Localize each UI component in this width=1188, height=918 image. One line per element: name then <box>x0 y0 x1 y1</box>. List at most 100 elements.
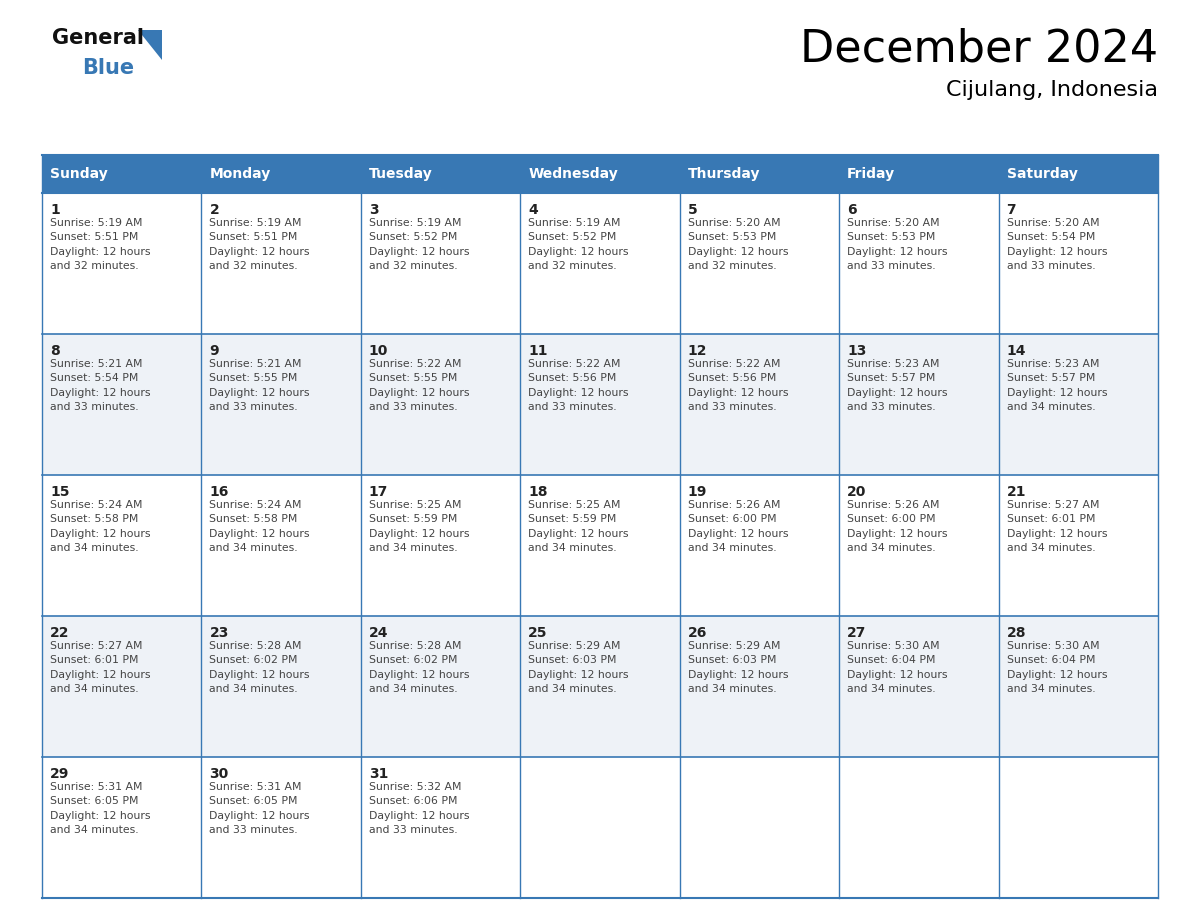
Text: Sunset: 6:04 PM: Sunset: 6:04 PM <box>847 655 936 666</box>
Text: Sunrise: 5:19 AM: Sunrise: 5:19 AM <box>209 218 302 228</box>
Text: 6: 6 <box>847 203 857 217</box>
Text: Daylight: 12 hours: Daylight: 12 hours <box>50 669 151 679</box>
Text: Daylight: 12 hours: Daylight: 12 hours <box>847 387 948 397</box>
Text: and 34 minutes.: and 34 minutes. <box>209 684 298 694</box>
Bar <box>42 193 202 334</box>
Text: and 34 minutes.: and 34 minutes. <box>688 684 776 694</box>
Text: Sunrise: 5:25 AM: Sunrise: 5:25 AM <box>368 499 461 509</box>
Text: 28: 28 <box>1006 626 1026 640</box>
Text: 29: 29 <box>50 767 69 781</box>
Bar <box>680 155 839 193</box>
Text: 17: 17 <box>368 485 388 499</box>
Text: Sunrise: 5:23 AM: Sunrise: 5:23 AM <box>847 359 940 369</box>
Bar <box>520 334 680 475</box>
Text: Daylight: 12 hours: Daylight: 12 hours <box>529 529 628 539</box>
Bar <box>202 616 361 757</box>
Text: Sunrise: 5:24 AM: Sunrise: 5:24 AM <box>50 499 143 509</box>
Bar <box>520 155 680 193</box>
Text: Sunrise: 5:22 AM: Sunrise: 5:22 AM <box>368 359 461 369</box>
Text: Sunset: 5:56 PM: Sunset: 5:56 PM <box>529 374 617 383</box>
Text: Sunrise: 5:28 AM: Sunrise: 5:28 AM <box>368 641 461 651</box>
Text: Daylight: 12 hours: Daylight: 12 hours <box>529 669 628 679</box>
Text: 16: 16 <box>209 485 229 499</box>
Text: Daylight: 12 hours: Daylight: 12 hours <box>847 247 948 257</box>
Text: Sunset: 6:04 PM: Sunset: 6:04 PM <box>1006 655 1095 666</box>
Text: Daylight: 12 hours: Daylight: 12 hours <box>368 811 469 821</box>
Text: and 32 minutes.: and 32 minutes. <box>688 261 776 271</box>
Text: Sunset: 6:03 PM: Sunset: 6:03 PM <box>529 655 617 666</box>
Text: and 34 minutes.: and 34 minutes. <box>688 543 776 554</box>
Text: General: General <box>52 28 144 48</box>
Text: Sunset: 6:00 PM: Sunset: 6:00 PM <box>847 514 936 524</box>
Text: Sunrise: 5:20 AM: Sunrise: 5:20 AM <box>847 218 940 228</box>
Text: Sunset: 5:51 PM: Sunset: 5:51 PM <box>209 232 298 242</box>
Text: Sunrise: 5:26 AM: Sunrise: 5:26 AM <box>847 499 940 509</box>
Text: December 2024: December 2024 <box>800 28 1158 71</box>
Bar <box>361 334 520 475</box>
Bar <box>839 193 999 334</box>
Text: Daylight: 12 hours: Daylight: 12 hours <box>209 529 310 539</box>
Text: Sunrise: 5:20 AM: Sunrise: 5:20 AM <box>1006 218 1099 228</box>
Text: Sunrise: 5:23 AM: Sunrise: 5:23 AM <box>1006 359 1099 369</box>
Text: 14: 14 <box>1006 344 1026 358</box>
Text: 24: 24 <box>368 626 388 640</box>
Bar <box>361 616 520 757</box>
Bar <box>999 193 1158 334</box>
Text: Sunrise: 5:26 AM: Sunrise: 5:26 AM <box>688 499 781 509</box>
Text: Daylight: 12 hours: Daylight: 12 hours <box>50 247 151 257</box>
Text: 10: 10 <box>368 344 388 358</box>
Text: and 34 minutes.: and 34 minutes. <box>50 825 139 835</box>
Bar <box>42 757 202 898</box>
Bar <box>520 193 680 334</box>
Text: Daylight: 12 hours: Daylight: 12 hours <box>368 529 469 539</box>
Text: 25: 25 <box>529 626 548 640</box>
Text: Saturday: Saturday <box>1006 167 1078 181</box>
Text: and 34 minutes.: and 34 minutes. <box>50 543 139 554</box>
Text: 20: 20 <box>847 485 866 499</box>
Text: and 34 minutes.: and 34 minutes. <box>847 684 936 694</box>
Text: and 34 minutes.: and 34 minutes. <box>1006 543 1095 554</box>
Text: 31: 31 <box>368 767 388 781</box>
Text: Daylight: 12 hours: Daylight: 12 hours <box>368 387 469 397</box>
Bar <box>839 616 999 757</box>
Text: Daylight: 12 hours: Daylight: 12 hours <box>1006 669 1107 679</box>
Text: Daylight: 12 hours: Daylight: 12 hours <box>529 387 628 397</box>
Text: and 33 minutes.: and 33 minutes. <box>209 402 298 412</box>
Text: Sunrise: 5:27 AM: Sunrise: 5:27 AM <box>50 641 143 651</box>
Text: and 34 minutes.: and 34 minutes. <box>1006 684 1095 694</box>
Text: Wednesday: Wednesday <box>529 167 618 181</box>
Text: Sunset: 6:00 PM: Sunset: 6:00 PM <box>688 514 776 524</box>
Bar <box>42 616 202 757</box>
Text: Sunrise: 5:32 AM: Sunrise: 5:32 AM <box>368 782 461 792</box>
Text: and 32 minutes.: and 32 minutes. <box>368 261 457 271</box>
Text: Sunset: 5:51 PM: Sunset: 5:51 PM <box>50 232 138 242</box>
Text: Sunrise: 5:31 AM: Sunrise: 5:31 AM <box>209 782 302 792</box>
Text: and 33 minutes.: and 33 minutes. <box>50 402 139 412</box>
Text: Sunset: 5:55 PM: Sunset: 5:55 PM <box>368 374 457 383</box>
Text: Daylight: 12 hours: Daylight: 12 hours <box>688 247 788 257</box>
Text: Sunset: 5:54 PM: Sunset: 5:54 PM <box>1006 232 1095 242</box>
Text: Sunrise: 5:30 AM: Sunrise: 5:30 AM <box>847 641 940 651</box>
Bar <box>42 475 202 616</box>
Text: Cijulang, Indonesia: Cijulang, Indonesia <box>946 80 1158 100</box>
Text: Sunrise: 5:25 AM: Sunrise: 5:25 AM <box>529 499 621 509</box>
Text: 15: 15 <box>50 485 70 499</box>
Text: 27: 27 <box>847 626 866 640</box>
Text: and 34 minutes.: and 34 minutes. <box>529 543 617 554</box>
Text: Sunset: 5:54 PM: Sunset: 5:54 PM <box>50 374 138 383</box>
Text: Sunrise: 5:28 AM: Sunrise: 5:28 AM <box>209 641 302 651</box>
Text: and 33 minutes.: and 33 minutes. <box>1006 261 1095 271</box>
Text: Sunset: 6:05 PM: Sunset: 6:05 PM <box>209 796 298 806</box>
Text: and 34 minutes.: and 34 minutes. <box>209 543 298 554</box>
Text: 13: 13 <box>847 344 866 358</box>
Text: 19: 19 <box>688 485 707 499</box>
Text: Sunrise: 5:29 AM: Sunrise: 5:29 AM <box>529 641 621 651</box>
Bar <box>42 334 202 475</box>
Text: Daylight: 12 hours: Daylight: 12 hours <box>50 529 151 539</box>
Bar <box>202 475 361 616</box>
Text: Sunrise: 5:27 AM: Sunrise: 5:27 AM <box>1006 499 1099 509</box>
Text: Sunrise: 5:29 AM: Sunrise: 5:29 AM <box>688 641 781 651</box>
Text: Sunrise: 5:31 AM: Sunrise: 5:31 AM <box>50 782 143 792</box>
Text: Daylight: 12 hours: Daylight: 12 hours <box>1006 387 1107 397</box>
Bar <box>680 616 839 757</box>
